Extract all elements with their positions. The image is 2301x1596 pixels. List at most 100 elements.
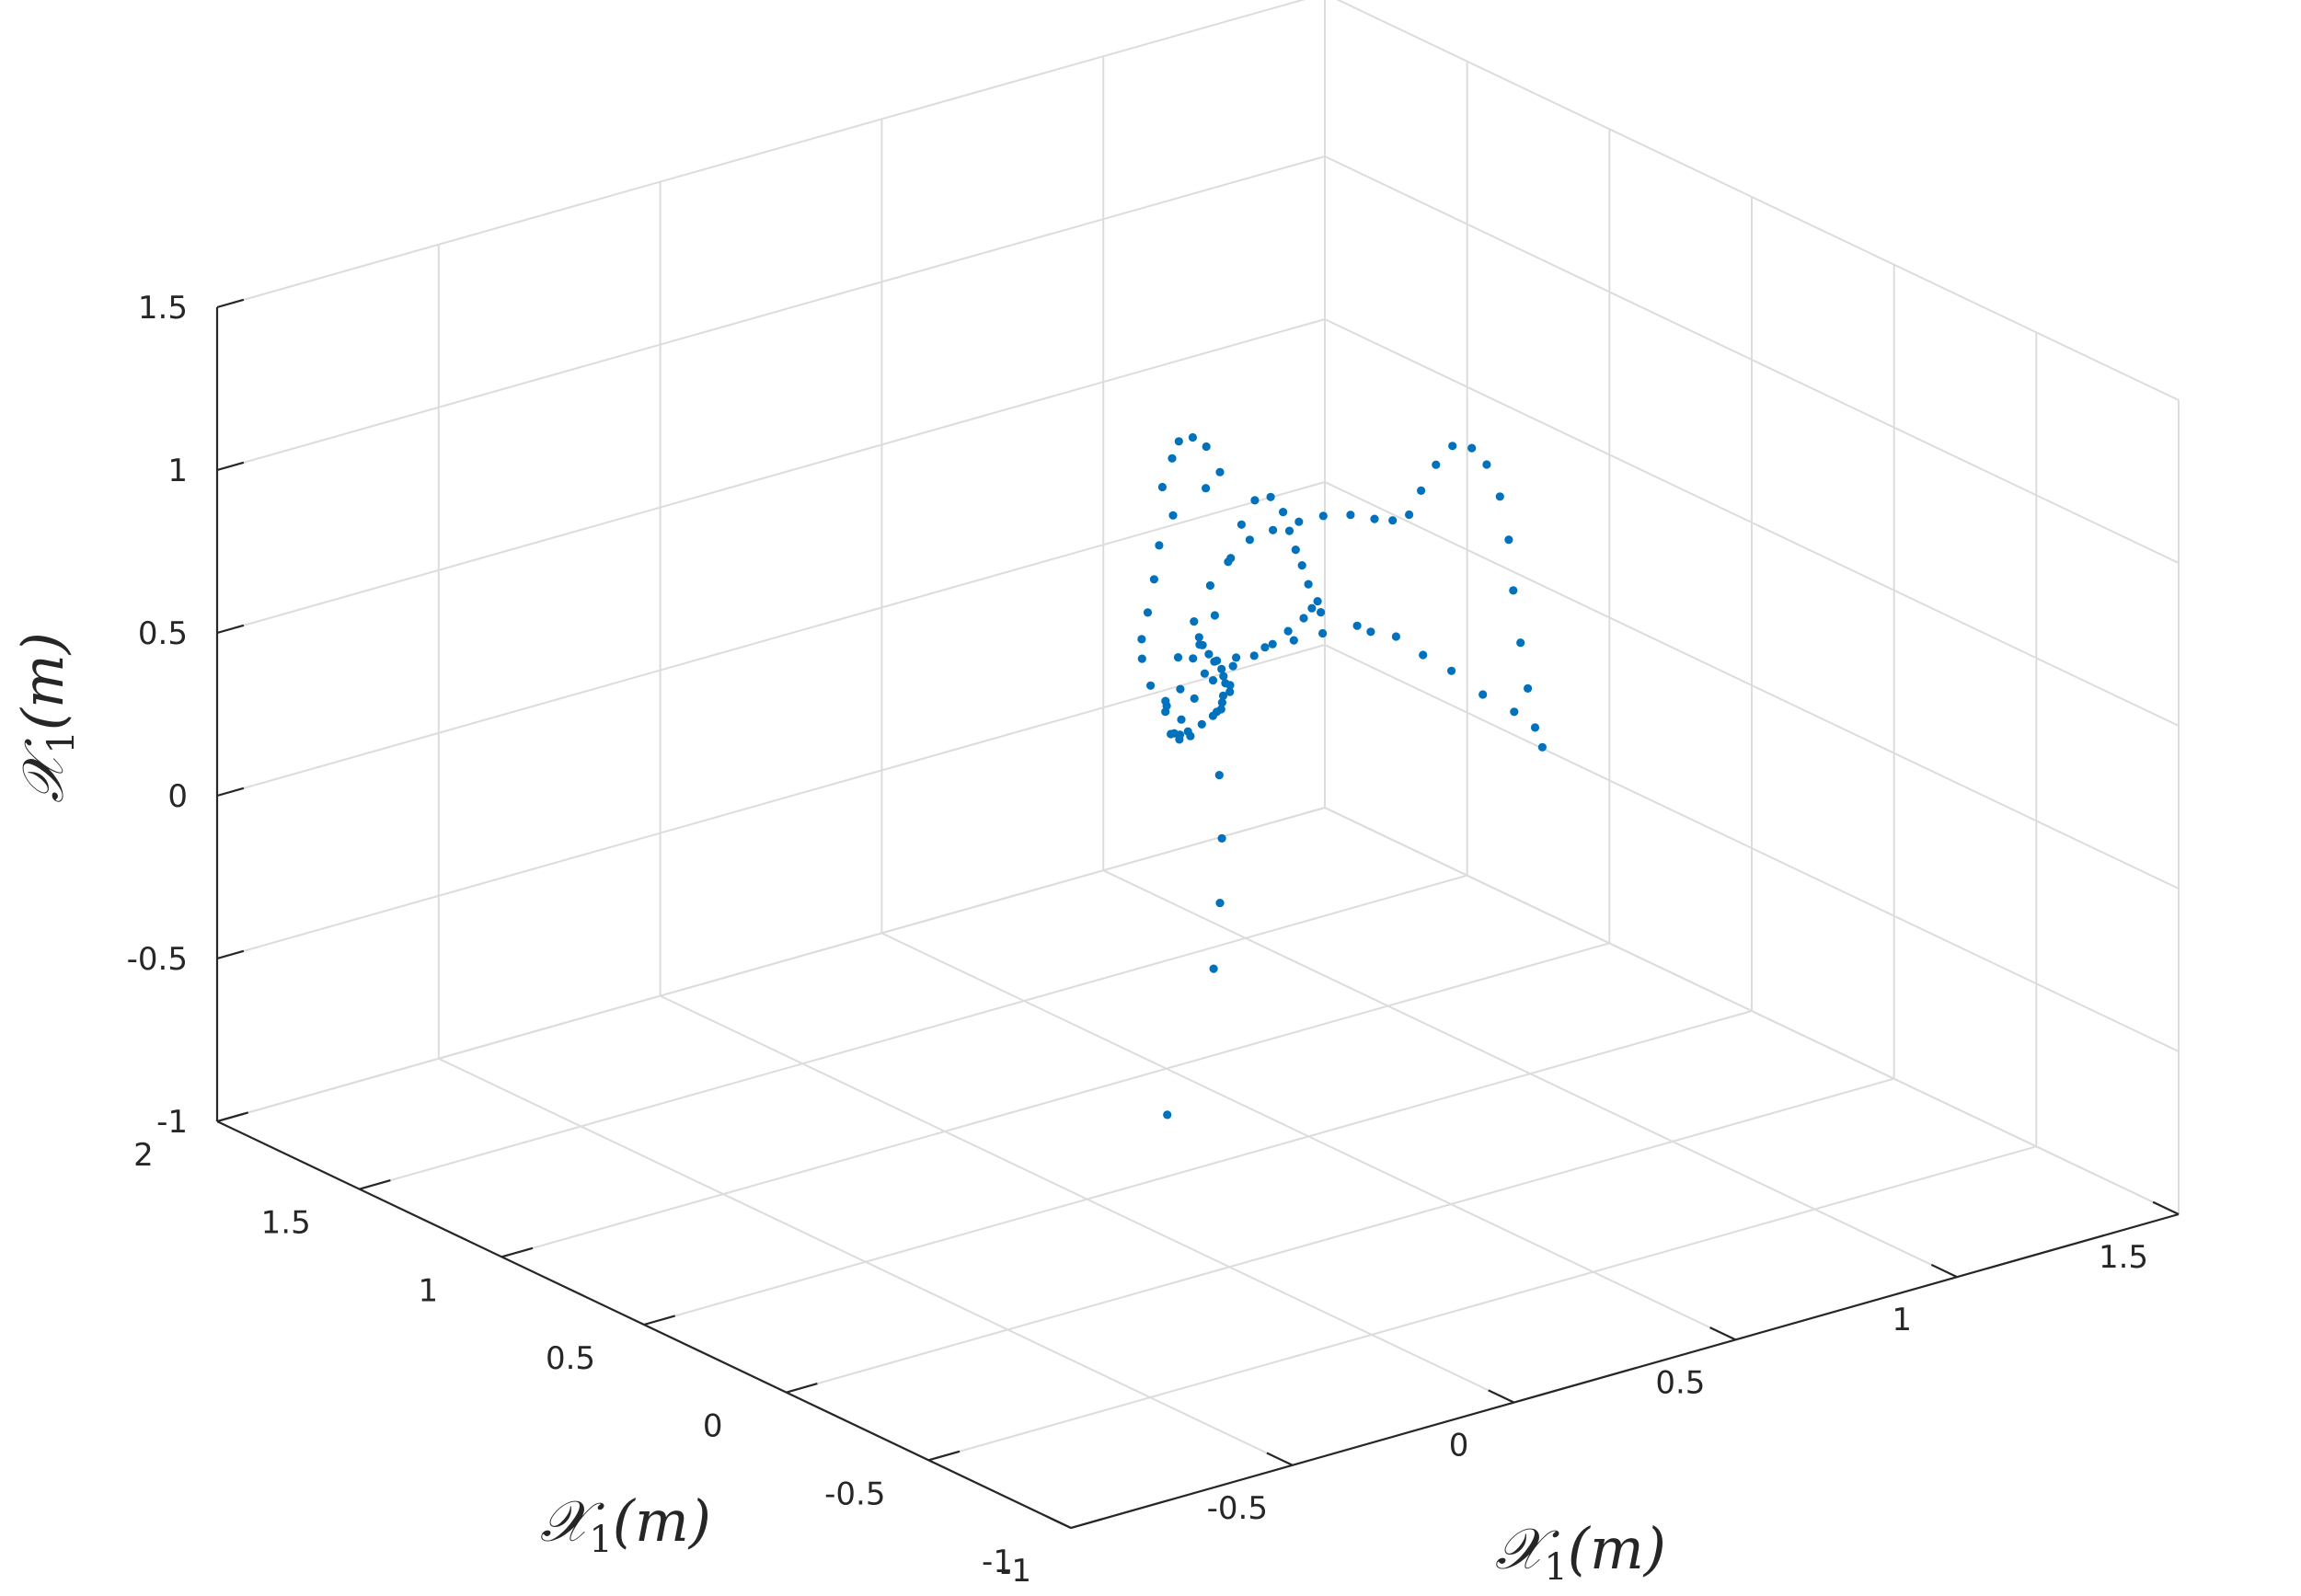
data-point: [1202, 442, 1211, 452]
data-point: [1186, 731, 1195, 741]
data-point: [1237, 520, 1246, 529]
z-tick-mark: [216, 949, 245, 960]
data-point: [1210, 657, 1219, 666]
data-point: [1495, 492, 1504, 501]
x-tick-label: -0.5: [1207, 1490, 1268, 1527]
z-tick-label: 1: [167, 453, 188, 489]
data-point: [1194, 633, 1203, 642]
tick-labels: -1-0.500.511.5-1-0.500.511.52-1-0.500.51…: [127, 290, 2148, 1590]
z-tick-mark: [216, 624, 245, 635]
data-point: [1370, 514, 1379, 523]
data-point: [1137, 654, 1146, 663]
data-point: [1516, 638, 1525, 648]
data-point: [1168, 511, 1178, 520]
floor-grid-line: [643, 1010, 1753, 1326]
data-point: [1174, 437, 1183, 446]
y-tick-mark: [643, 1315, 676, 1326]
data-point: [1346, 511, 1355, 520]
back-wall-grid-line: [216, 155, 1326, 471]
y-tick-mark: [501, 1246, 534, 1258]
x-tick-label: 1: [1892, 1302, 1912, 1338]
floor-grid-line: [501, 942, 1610, 1258]
data-point: [1266, 492, 1275, 501]
y-tick-mark: [786, 1383, 818, 1394]
z-tick-mark: [216, 787, 245, 798]
y-tick-label: -1: [982, 1544, 1013, 1580]
back-wall-grid-line: [216, 0, 1306, 308]
data-point: [1299, 614, 1308, 623]
y-tick-label: 0: [703, 1408, 723, 1445]
data-point: [1352, 621, 1362, 630]
x-tick-label: 0.5: [1655, 1364, 1705, 1401]
data-point: [1294, 517, 1304, 526]
side-wall-grid-line: [1336, 0, 2180, 401]
floor-grid-line: [786, 1077, 1894, 1394]
data-point: [1146, 681, 1156, 690]
data-point: [1317, 608, 1326, 617]
data-point: [1200, 669, 1209, 678]
data-point: [1225, 681, 1235, 690]
z-tick-label: 1.5: [138, 290, 188, 327]
data-point: [1197, 719, 1206, 729]
y-tick-mark: [1070, 1518, 1103, 1530]
data-point: [1202, 484, 1211, 493]
x-axis-line: [1070, 1212, 2180, 1530]
data-point: [1143, 608, 1153, 617]
data-point: [1213, 707, 1222, 717]
data-point: [1198, 640, 1207, 649]
data-point: [1205, 580, 1214, 591]
data-point: [1188, 432, 1197, 442]
data-point: [1177, 715, 1186, 724]
x-tick-label: 0: [1449, 1428, 1469, 1464]
data-point: [1226, 554, 1236, 563]
data-point: [1260, 643, 1270, 652]
data-point: [1157, 482, 1167, 492]
data-point: [1467, 443, 1477, 453]
axes: [215, 298, 2180, 1530]
data-point: [1189, 654, 1198, 663]
data-point: [1279, 508, 1288, 517]
back-wall-grid-line: [216, 807, 1326, 1122]
data-point: [1537, 742, 1547, 752]
y-tick-mark: [359, 1179, 391, 1190]
z-axis-label: 𝒳1(m): [9, 632, 83, 803]
z-tick-label: 0: [167, 778, 188, 815]
data-point: [1249, 651, 1259, 660]
data-point: [1509, 586, 1518, 595]
data-point: [1169, 729, 1179, 738]
z-tick-label: 0.5: [138, 615, 188, 652]
data-point: [1388, 516, 1398, 525]
data-point: [1149, 575, 1158, 584]
x-tick-mark: [1709, 1326, 1736, 1341]
data-point: [1204, 649, 1214, 659]
data-point: [1163, 1110, 1172, 1119]
y-tick-label: 1: [419, 1272, 439, 1309]
y-tick-mark: [928, 1450, 961, 1462]
z-tick-mark: [216, 461, 245, 472]
z-tick-mark: [216, 298, 245, 309]
data-point: [1419, 650, 1428, 660]
x-tick-mark: [1044, 1514, 1072, 1529]
data-point: [1155, 541, 1164, 550]
data-point: [1215, 467, 1225, 477]
data-point: [1530, 723, 1540, 732]
data-point: [1318, 628, 1328, 638]
y-tick-label: 0.5: [546, 1340, 595, 1377]
x-tick-label: -1: [1000, 1553, 1031, 1590]
side-wall-grid-line: [1324, 644, 2180, 1052]
back-wall-grid-line: [216, 644, 1326, 959]
data-point: [1291, 545, 1300, 555]
data-point: [1366, 627, 1375, 637]
floor-grid-line: [359, 874, 1467, 1190]
side-wall-grid-line: [1324, 481, 2180, 890]
data-point: [1482, 460, 1491, 469]
data-point: [1417, 486, 1426, 496]
data-point: [1176, 684, 1185, 694]
x-tick-mark: [1266, 1452, 1294, 1466]
side-wall-grid-line: [1324, 318, 2180, 727]
data-point: [1268, 639, 1277, 649]
data-point: [1137, 635, 1146, 644]
data-point: [1232, 653, 1241, 662]
grid-panes: [216, 0, 2180, 1529]
